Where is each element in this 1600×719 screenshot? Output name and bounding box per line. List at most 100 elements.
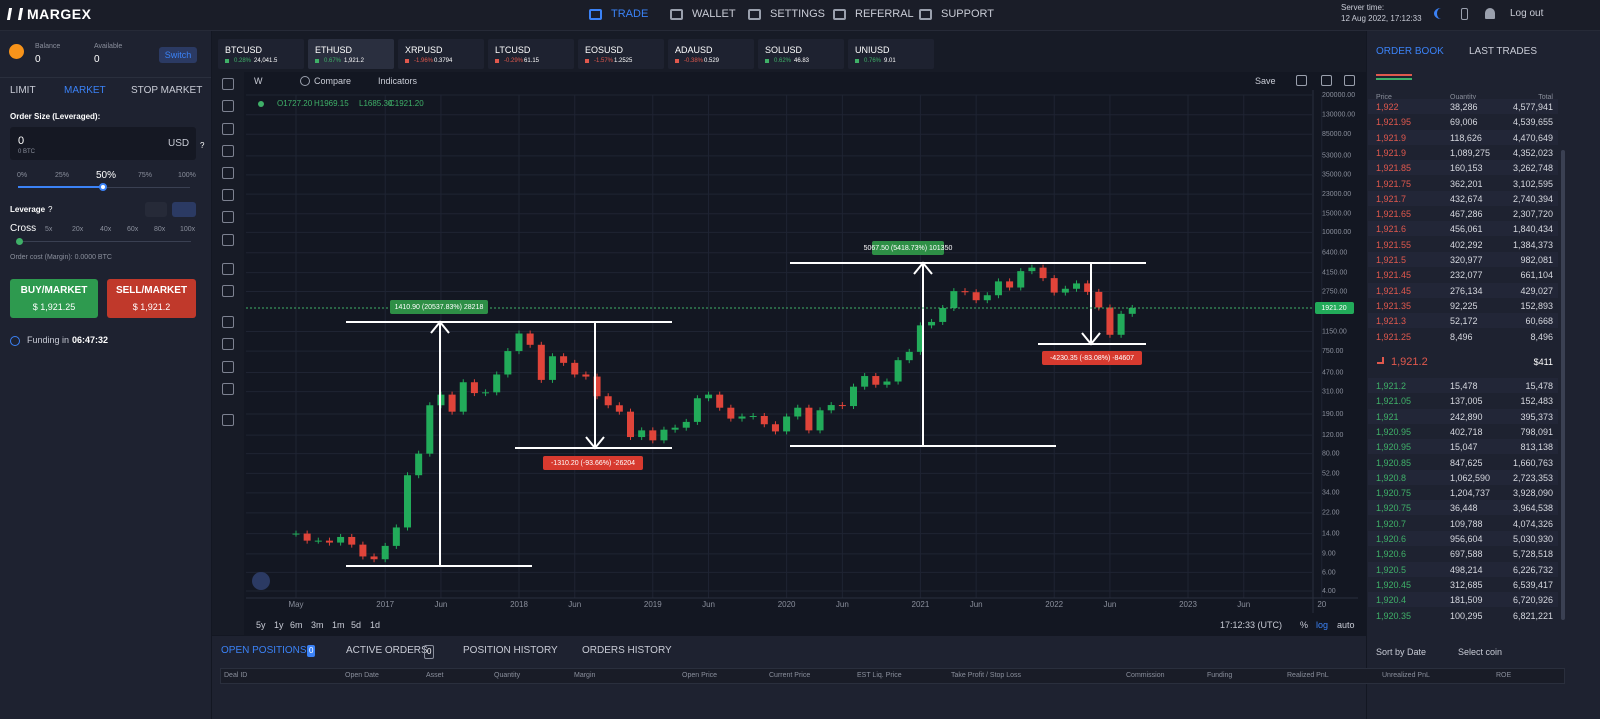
positions-tab[interactable]: ACTIVE ORDERS [346, 645, 428, 656]
theme-icon[interactable] [1434, 8, 1448, 19]
ticker[interactable] [488, 39, 574, 69]
size-step[interactable]: 0% [17, 172, 28, 179]
edit-button[interactable] [145, 202, 167, 217]
nav-item[interactable]: SUPPORT [941, 8, 994, 20]
drawing-tool-icon[interactable] [222, 263, 234, 275]
range-button[interactable]: 3m [311, 620, 324, 630]
candle [816, 410, 824, 431]
logout[interactable]: Log out [1510, 8, 1544, 19]
y-tick-label: 6.00 [1322, 569, 1336, 576]
book-cell: 1,920.75 [1376, 488, 1412, 499]
ticker-arrow [675, 59, 679, 63]
book-cell: 3,964,538 [1512, 503, 1553, 514]
book-cell: 1,921.45 [1376, 285, 1412, 296]
compare[interactable]: Compare [314, 76, 352, 86]
leverage-step[interactable]: 100x [180, 226, 196, 233]
book-cell: 1,921.55 [1376, 239, 1412, 250]
size-step[interactable]: 25% [55, 172, 70, 179]
indicators[interactable]: Indicators [378, 76, 418, 86]
book-cell: 661,104 [1520, 270, 1553, 281]
save[interactable]: Save [1255, 76, 1276, 86]
y-tick-label: 35000.00 [1322, 172, 1351, 179]
range-button[interactable]: 5d [351, 620, 362, 630]
candle [872, 376, 880, 385]
drawing-tool-icon[interactable] [222, 361, 234, 373]
buy-button[interactable] [10, 279, 98, 318]
range-button[interactable]: 1m [332, 620, 345, 630]
leverage-step[interactable]: 40x [100, 226, 112, 233]
size-step[interactable]: 100% [178, 172, 196, 179]
book-row [1368, 129, 1558, 145]
drawing-tool-icon[interactable] [222, 414, 234, 426]
drawing-tool-icon[interactable] [222, 234, 234, 246]
range-button[interactable]: 6m [290, 620, 303, 630]
drawing-tool-icon[interactable] [222, 78, 234, 90]
interval[interactable]: W [254, 76, 263, 86]
range-button[interactable]: 5y [256, 620, 266, 630]
sort[interactable]: Sort by Date [1376, 647, 1427, 657]
range-button[interactable]: 1y [274, 620, 284, 630]
book-row [1368, 160, 1558, 176]
last-price: 1,921.2 [1391, 356, 1428, 368]
drawing-tool-icon[interactable] [222, 211, 234, 223]
drawing-tool-icon[interactable] [222, 123, 234, 135]
size-step[interactable]: 50% [96, 170, 117, 181]
order-tab[interactable]: MARKET [64, 85, 106, 96]
bell-icon[interactable] [1485, 8, 1495, 19]
drawing-tool-icon[interactable] [222, 145, 234, 157]
auto-toggle[interactable]: auto [1337, 620, 1355, 630]
mobile-icon[interactable] [1461, 8, 1468, 20]
candle [693, 398, 701, 422]
chart-tool[interactable] [1321, 75, 1332, 86]
chart-tool[interactable] [1296, 75, 1307, 86]
book-row [1368, 252, 1558, 267]
switch-button[interactable]: Switch [159, 47, 197, 63]
nav-item[interactable]: SETTINGS [770, 8, 826, 20]
ticker[interactable] [218, 39, 304, 69]
positions-tab[interactable]: POSITION HISTORY [463, 645, 558, 656]
leverage-step[interactable]: 80x [154, 226, 166, 233]
ticker[interactable] [668, 39, 754, 69]
leverage-step[interactable]: 60x [127, 226, 139, 233]
positions-tab[interactable]: ORDERS HISTORY [582, 645, 672, 656]
book-tab[interactable]: LAST TRADES [1469, 46, 1537, 57]
positions-tab[interactable]: OPEN POSITIONS [221, 645, 307, 656]
leverage-step[interactable]: 20x [72, 226, 84, 233]
ticker[interactable] [308, 39, 394, 69]
drawing-tool-icon[interactable] [222, 167, 234, 179]
ticker[interactable] [758, 39, 844, 69]
book-tab[interactable]: ORDER BOOK [1376, 46, 1444, 57]
ticker[interactable] [578, 39, 664, 69]
select-coin[interactable]: Select coin [1458, 647, 1503, 657]
drawing-tool-icon[interactable] [222, 338, 234, 350]
book-cell: 52,172 [1450, 316, 1478, 327]
nav-item[interactable]: WALLET [692, 8, 736, 20]
drawing-tool-icon[interactable] [222, 383, 234, 395]
drawing-tool-icon[interactable] [222, 100, 234, 112]
size-slider-knob[interactable] [99, 183, 107, 191]
drawing-tool-icon[interactable] [222, 285, 234, 297]
chart-tool[interactable] [1344, 75, 1355, 86]
percent-toggle[interactable]: % [1300, 620, 1309, 630]
size-step[interactable]: 75% [138, 172, 153, 179]
order-size-input[interactable] [10, 127, 196, 160]
drawing-tool-icon[interactable] [222, 316, 234, 328]
drawing-tool-icon[interactable] [222, 189, 234, 201]
nav-item[interactable]: TRADE [611, 8, 649, 20]
ticker[interactable] [848, 39, 934, 69]
candle [961, 291, 969, 293]
order-tab[interactable]: LIMIT [10, 85, 36, 96]
log-toggle[interactable]: log [1316, 620, 1329, 630]
range-button[interactable]: 1d [370, 620, 381, 630]
leverage-step[interactable]: 5x [45, 226, 53, 233]
ohlc-value: H1969.15 [314, 99, 349, 108]
ticker[interactable] [398, 39, 484, 69]
nav-item[interactable]: REFERRAL [855, 8, 914, 20]
sell-button[interactable] [107, 279, 196, 318]
slider-button[interactable] [172, 202, 196, 217]
leverage-knob[interactable] [16, 238, 23, 245]
book-cell: 320,977 [1450, 255, 1483, 265]
order-tab[interactable]: STOP MARKET [131, 85, 203, 96]
book-mode[interactable] [1376, 74, 1412, 80]
candle [1061, 288, 1069, 293]
